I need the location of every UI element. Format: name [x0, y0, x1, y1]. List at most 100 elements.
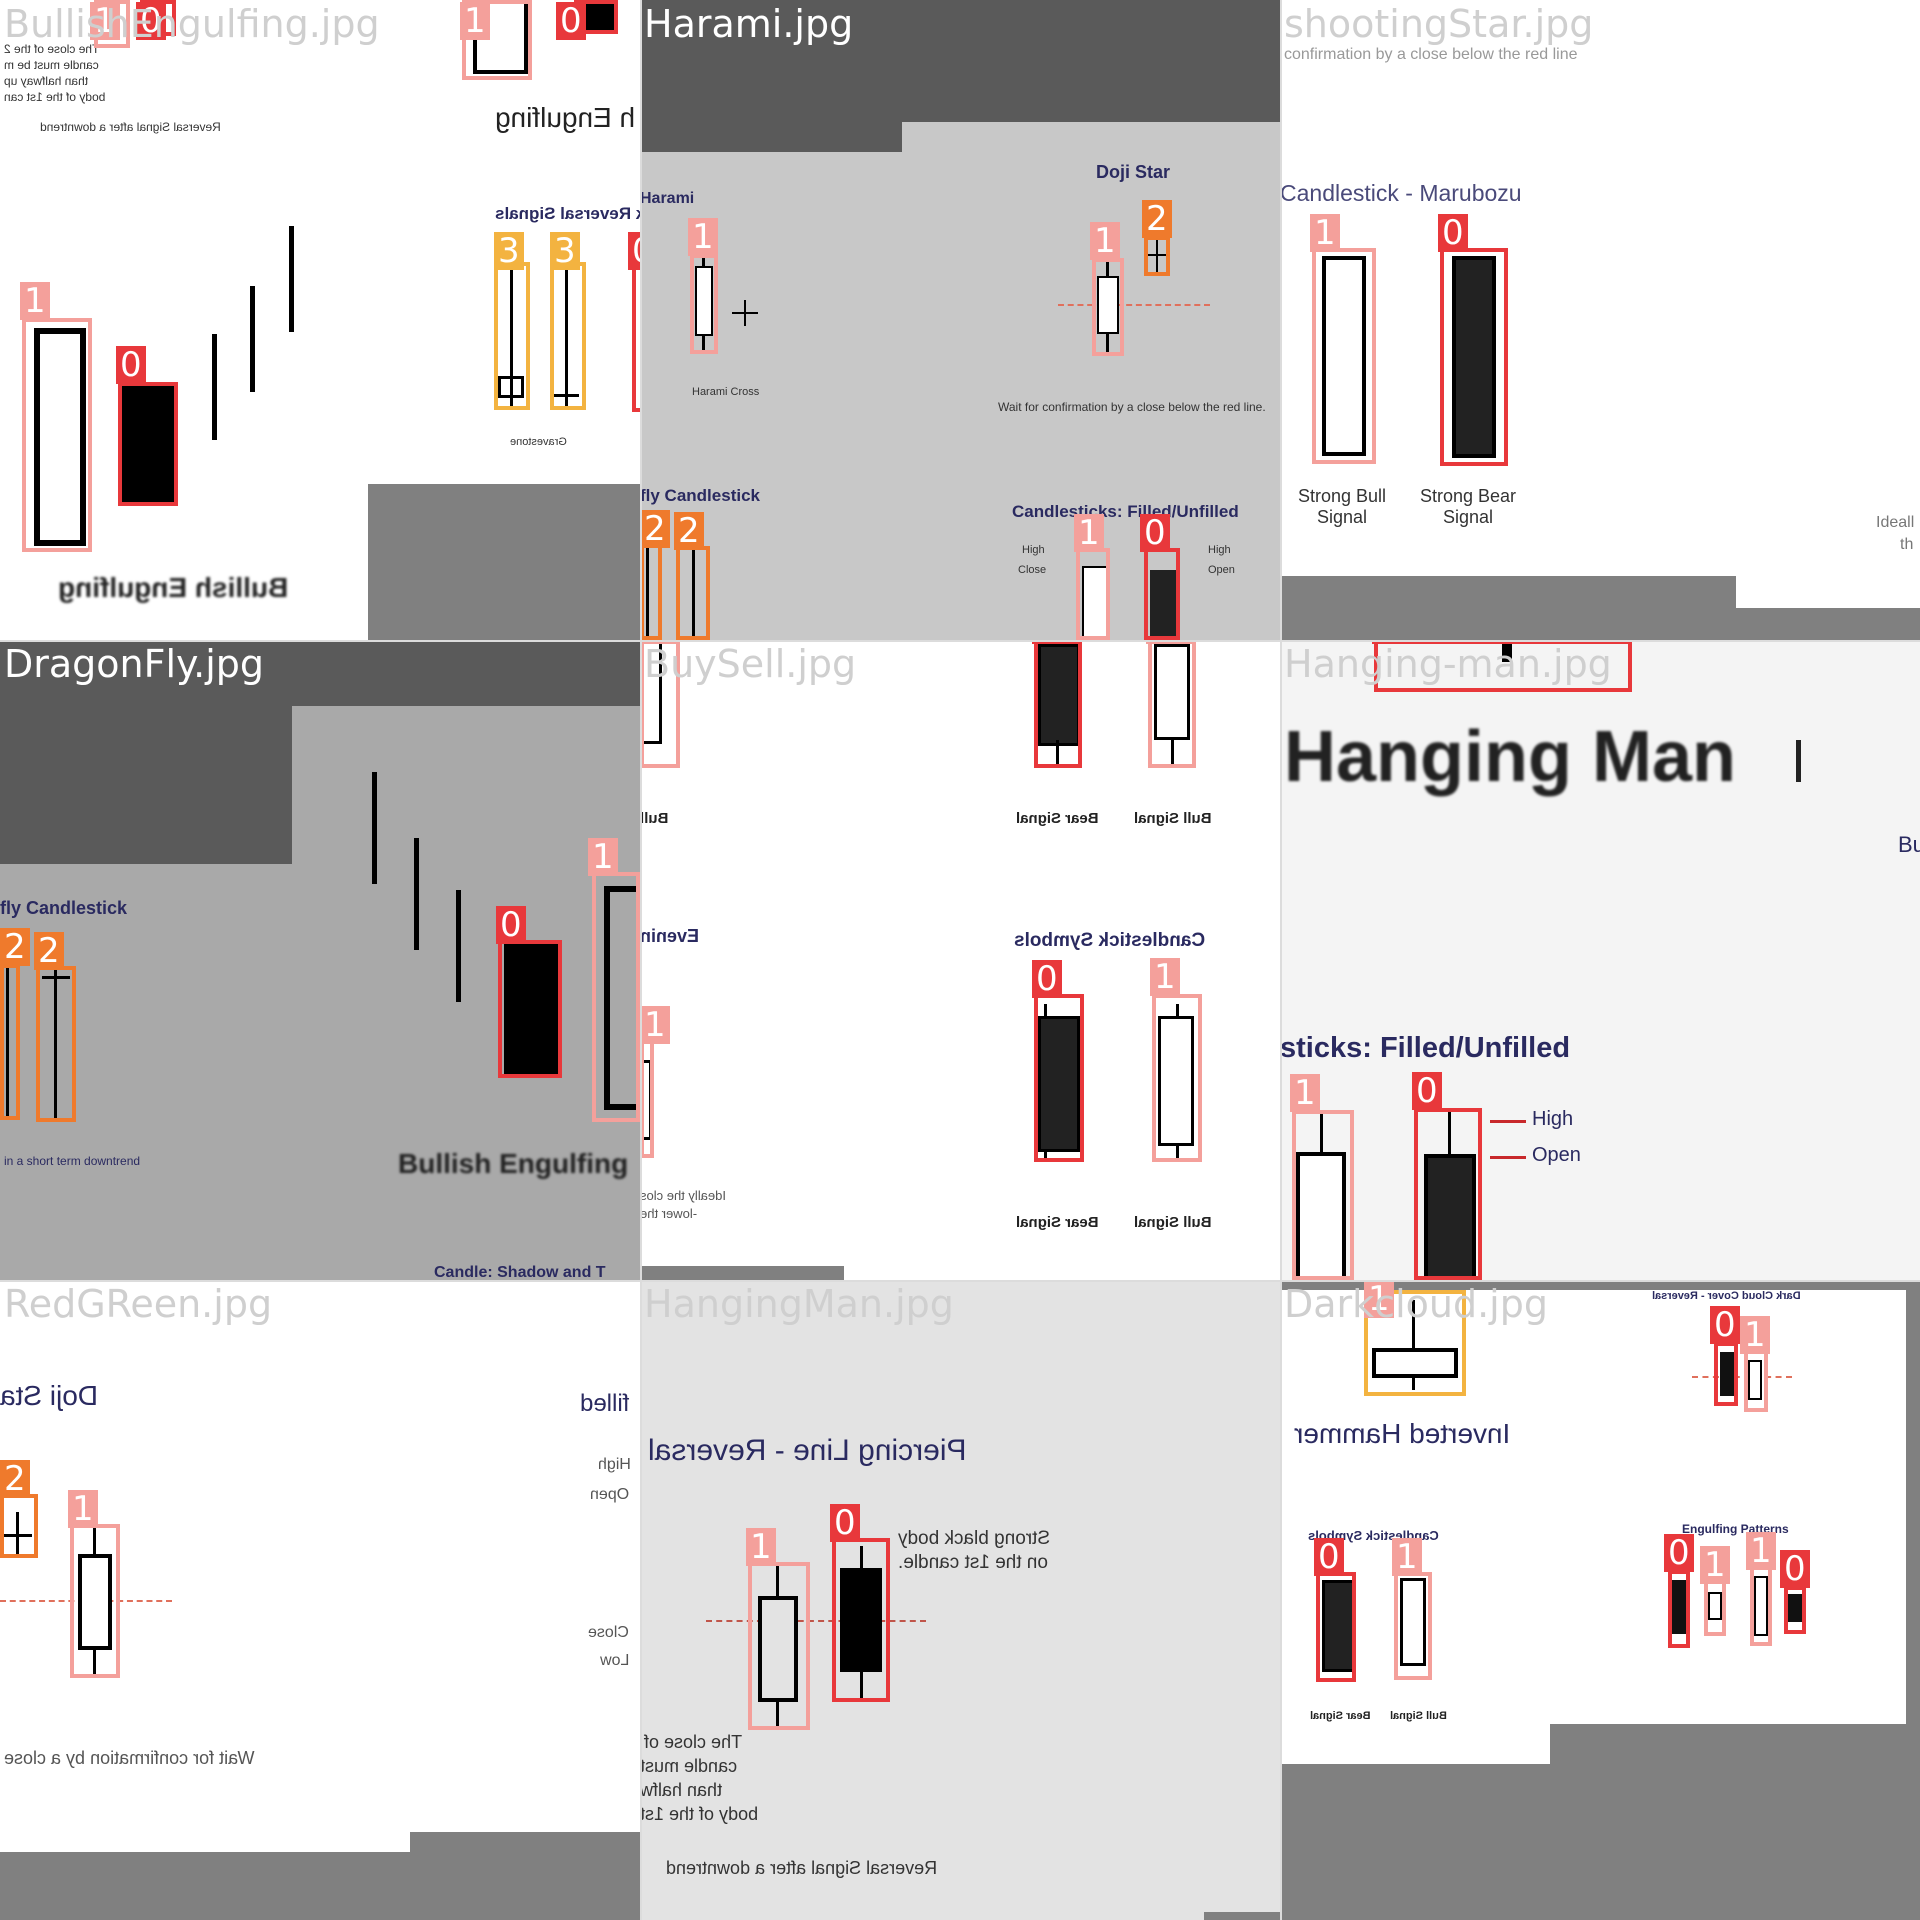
- marubozu-title: Candlestick - Marubozu: [1280, 180, 1522, 206]
- detection-box-class-1: [1394, 1572, 1432, 1680]
- strong-text-1: Strong black body: [898, 1528, 1051, 1549]
- wick: [692, 546, 695, 640]
- tile-filename: Harami.jpg: [644, 2, 854, 46]
- detection-label-class-0: 0: [1032, 640, 1062, 644]
- red-dashed-line: [1692, 1376, 1792, 1378]
- bull-signal-text: Bull Signal: [1390, 1710, 1447, 1722]
- inverted-hammer-text: Inverted Hammer: [1294, 1418, 1511, 1449]
- open-text: Open: [1208, 564, 1235, 576]
- wait-text: Wait for confirmation by a close: [4, 1748, 255, 1768]
- padding-block: [1280, 576, 1736, 640]
- detection-box-class-1: [1292, 1110, 1354, 1280]
- tile-hanging-man[interactable]: Hanging Man Bu sticks: Filled/Unfilled H…: [1280, 640, 1920, 1280]
- detection-box-class-1: [1704, 1580, 1726, 1636]
- detection-box-class-1: [640, 640, 680, 768]
- strong-bear-candle: [1452, 256, 1496, 458]
- note-line-3: than halfway up: [4, 74, 89, 88]
- detection-label-class-0: 0: [1032, 960, 1062, 998]
- bear-signal-text: Bear Signal: [1016, 1214, 1099, 1231]
- caption-bullish-engulfing: Bullish Engulfing: [58, 572, 289, 603]
- detection-box-class-0: [1034, 994, 1084, 1162]
- detection-box-class-1: [748, 1562, 810, 1730]
- bear-candle: [504, 944, 558, 1074]
- ideal-text: Ideall: [1876, 514, 1915, 531]
- wick-top: [1502, 640, 1512, 662]
- detection-label-class-1: 1: [1746, 1532, 1776, 1570]
- note-line-4: body of the 1st can: [4, 90, 106, 104]
- filled-unfilled-text: Candlesticks: Filled/Unfilled: [1012, 502, 1239, 521]
- padding-block: [1736, 608, 1920, 640]
- detection-label-class-1: 1: [1146, 640, 1176, 644]
- gravestone-wick: [510, 268, 513, 410]
- padding-block: [640, 122, 902, 152]
- candle-body: [1097, 276, 1119, 334]
- bull-candle: [758, 1596, 798, 1702]
- strong-bull-candle: [1322, 256, 1366, 456]
- detection-label-class-1: 1: [640, 1006, 670, 1044]
- detection-label-class-1: 1: [588, 838, 618, 876]
- fly-candlestick-text: fly Candlestick: [640, 486, 760, 505]
- detection-box-class-2: [1144, 236, 1170, 276]
- tile-bullish-engulfing[interactable]: Reversal Signal after a downtrend The cl…: [0, 0, 640, 640]
- engulf-bear: [1672, 1580, 1686, 1634]
- detection-label-class-0: 0: [830, 1504, 860, 1542]
- tile-buy-sell[interactable]: Bull Bear Signal Bull Signal Evenin Cand…: [640, 640, 1280, 1280]
- hanging-man-title: Hanging Man: [1284, 717, 1736, 797]
- tile-dragonfly[interactable]: fly Candlestick in a short term downtren…: [0, 640, 640, 1280]
- bull-signal-text: Bull Signal: [1134, 810, 1212, 827]
- detection-label-class-2: 2: [674, 512, 704, 550]
- close-text-4: body of the 1st: [640, 1804, 759, 1824]
- detection-label-class-1: 1: [1364, 1280, 1394, 1318]
- small-bear-body: [580, 4, 614, 30]
- body-line: [473, 70, 528, 74]
- detection-box-class-2: [0, 1494, 38, 1558]
- tile-filename: BuySell.jpg: [644, 642, 857, 686]
- dragonfly-bar: [42, 976, 70, 979]
- arrow-high: [1490, 1120, 1526, 1123]
- gravestone-text: Gravestone: [510, 436, 567, 448]
- tile-hanging-man-2[interactable]: Piercing Line - Reversal Strong black bo…: [640, 1280, 1280, 1920]
- doji-star-text: Doji Star: [1096, 162, 1171, 182]
- divider-mark: [1796, 740, 1801, 782]
- detection-box-class-0: [1668, 1570, 1690, 1648]
- bull-candle: [1154, 644, 1190, 740]
- wick: [1448, 1110, 1451, 1156]
- high-text: High: [1532, 1108, 1574, 1130]
- wick: [646, 546, 649, 640]
- bear-candle: [840, 1568, 882, 1672]
- tile-shooting-star[interactable]: confirmation by a close below the red li…: [1280, 0, 1920, 640]
- high-text: High: [1022, 544, 1045, 556]
- bull-candle: [1400, 1578, 1426, 1666]
- doji-mark: [1146, 254, 1168, 256]
- tile-divider: [1280, 0, 1282, 1920]
- detection-box-class-1: [70, 1524, 120, 1678]
- tile-divider: [0, 1280, 1920, 1282]
- detection-box-class-1: [1076, 548, 1110, 640]
- tile-harami[interactable]: Harami Harami Cross Doji Star Wait for c…: [640, 0, 1280, 640]
- detection-label-class-1: 1: [1090, 222, 1120, 260]
- detection-label-class-3: 3: [550, 232, 580, 270]
- tile-red-green[interactable]: Doji Sta filled High Open Close Low Wait…: [0, 1280, 640, 1920]
- wick-line: [250, 286, 255, 392]
- detection-box-class-2: [676, 546, 710, 640]
- lower-text: -lower the: [640, 1206, 698, 1221]
- tile-divider: [640, 0, 642, 1920]
- tile-divider: [0, 640, 1920, 642]
- detection-box-class-0: [632, 262, 640, 412]
- cross-mark: [732, 312, 758, 314]
- candle-body: [78, 1554, 112, 1650]
- detection-label-class-0: 0: [1710, 1306, 1740, 1344]
- detection-label-class-0: 0: [1412, 1072, 1442, 1110]
- detection-box-class-0: [498, 940, 562, 1078]
- detection-label-class-1: 1: [1290, 1074, 1320, 1112]
- tile-filename: Darkcloud.jpg: [1284, 1282, 1548, 1326]
- hammer-body: [1372, 1348, 1458, 1378]
- detection-box-class-0: [832, 1538, 890, 1702]
- detection-label-class-1: 1: [460, 2, 490, 40]
- padding-block: [640, 1266, 844, 1280]
- reversal-signals-text: k Reversal Signals: [495, 204, 640, 223]
- detection-box-class-1: [1744, 1350, 1768, 1412]
- dark-cloud-text: Dark Cloud Cover - Reversal: [1652, 1290, 1801, 1302]
- tile-darkcloud[interactable]: Inverted Hammer Dark Cloud Cover - Rever…: [1280, 1280, 1920, 1920]
